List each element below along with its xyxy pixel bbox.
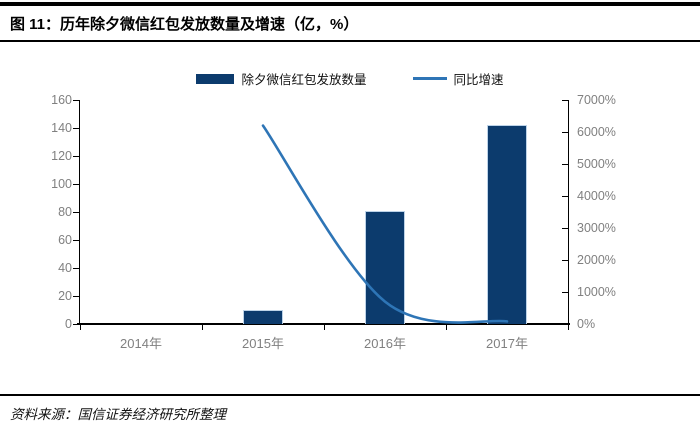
figure-title: 图 11：历年除夕微信红包发放数量及增速（亿，%） [0,2,700,42]
y-axis-right-label: 1000% [577,285,616,299]
y-axis-left-label: 100 [51,177,72,191]
y-axis-right-tick [562,259,568,261]
y-axis-left-label: 140 [51,121,72,135]
x-axis-tick [201,324,203,330]
y-axis-left-tick [73,211,79,213]
y-axis-right-label: 4000% [577,189,616,203]
x-axis-label: 2017年 [486,336,528,351]
chart-legend: 除夕微信红包发放数量 同比增速 [0,69,700,88]
x-axis-tick [567,324,569,330]
x-axis-label: 2014年 [120,336,162,351]
y-axis-left-tick [73,155,79,157]
bar-2016年 [365,210,405,324]
y-axis-right-label: 2000% [577,253,616,267]
y-axis-right-tick [562,195,568,197]
y-axis-left-label: 0 [65,317,72,331]
y-axis-left-line [78,100,80,324]
legend-bar-swatch-icon [196,73,235,84]
y-axis-left-label: 120 [51,149,72,163]
source-note: 资料来源：国信证券经济研究所整理 [0,394,700,423]
y-axis-right-label: 7000% [577,93,616,107]
y-axis-right-tick [562,227,568,229]
y-axis-right-tick [562,163,568,165]
y-axis-right-line [568,100,570,324]
legend-line-label: 同比增速 [453,73,504,87]
y-axis-left-tick [73,295,79,297]
y-axis-left-tick [73,267,79,269]
y-axis-right-tick [562,99,568,101]
y-axis-left-tick [73,99,79,101]
y-axis-left-label: 40 [58,261,72,275]
y-axis-right-tick [562,131,568,133]
x-axis-tick [445,324,447,330]
y-axis-left-label: 80 [58,205,72,219]
y-axis-left-tick [73,323,79,325]
y-axis-right-label: 0% [577,317,596,331]
legend-line-swatch-icon [412,77,447,80]
bar-2015年 [243,310,283,324]
x-axis-tick [323,324,325,330]
legend-bar-label: 除夕微信红包发放数量 [241,73,367,87]
y-axis-left-tick [73,127,79,129]
y-axis-left-label: 160 [51,93,72,107]
y-axis-right-tick [562,291,568,293]
y-axis-left-tick [73,239,79,241]
y-axis-right-tick [562,323,568,325]
bar-2017年 [487,125,527,324]
y-axis-left-tick [73,183,79,185]
legend-item-bar: 除夕微信红包发放数量 [196,69,367,88]
x-axis-tick [79,324,81,330]
y-axis-left-label: 60 [58,233,72,247]
y-axis-right-label: 6000% [577,125,616,139]
legend-item-line: 同比增速 [412,69,504,88]
y-axis-right-label: 5000% [577,157,616,171]
x-axis-label: 2015年 [242,336,284,351]
y-axis-right-label: 3000% [577,221,616,235]
y-axis-left-label: 20 [58,289,72,303]
x-axis-label: 2016年 [364,336,406,351]
